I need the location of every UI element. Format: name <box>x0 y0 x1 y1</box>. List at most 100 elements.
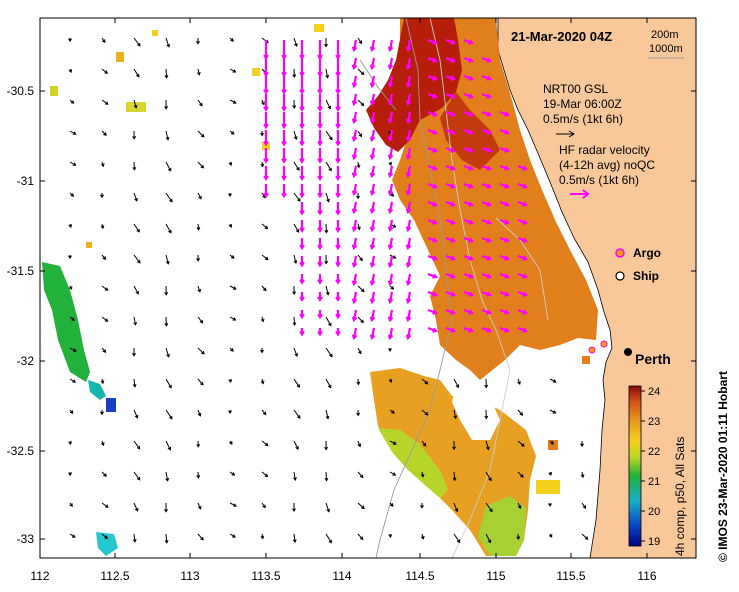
sst-patch-coastal-band <box>392 18 598 380</box>
hf-vector <box>317 274 323 285</box>
hf-vector <box>463 308 475 315</box>
hf-vector <box>335 58 341 78</box>
y-axis-labels: -30.5 -31 -31.5 -32 -32.5 -33 <box>7 84 35 546</box>
hf-vector <box>499 254 511 261</box>
hf-vector <box>351 309 358 323</box>
model-vector <box>100 378 105 385</box>
hf-vector <box>405 255 412 269</box>
hf-vector <box>445 218 457 225</box>
model-vector <box>357 316 364 324</box>
hf-vector <box>281 76 287 95</box>
hf-vector <box>445 236 457 243</box>
colorbar-tick-label: 21 <box>648 476 660 488</box>
hf-vector <box>499 308 511 315</box>
hf-vector <box>263 58 269 78</box>
hf-sub: (4-12h avg) noQC <box>559 158 655 172</box>
model-vector <box>293 471 297 482</box>
model-vector <box>356 378 361 386</box>
model-vector <box>388 378 393 383</box>
model-vector <box>69 316 76 321</box>
depth-contours <box>359 18 549 558</box>
model-vector <box>69 409 74 414</box>
hf-vector <box>427 74 439 81</box>
hf-vector <box>445 128 457 135</box>
model-vector <box>165 471 170 482</box>
hf-vector <box>427 200 439 207</box>
hf-vector <box>369 165 376 179</box>
hf-scale-arrow <box>570 189 590 199</box>
model-vector <box>292 502 296 513</box>
hf-vector <box>351 255 358 269</box>
x-tick-label: 114.5 <box>405 569 434 583</box>
model-vector <box>420 471 425 478</box>
model-vector <box>356 409 361 417</box>
depth-200m-label: 200m <box>651 29 679 41</box>
model-vector <box>324 37 328 48</box>
model-vector <box>69 161 77 166</box>
sst-layer <box>42 18 598 556</box>
hf-vector <box>481 326 493 333</box>
city-marker-perth <box>624 348 632 356</box>
model-vector <box>517 471 524 478</box>
model-current-arrows <box>68 37 589 544</box>
model-vector <box>133 99 138 109</box>
model-vector <box>101 37 106 44</box>
hf-vector <box>263 76 269 95</box>
model-vector <box>196 440 201 448</box>
model-vector <box>325 378 332 389</box>
model-vector <box>324 471 329 482</box>
hf-vector <box>369 201 376 215</box>
hf-vector <box>281 148 287 164</box>
model-vector <box>101 533 109 539</box>
hf-vector <box>299 130 305 147</box>
hf-vector <box>317 166 323 182</box>
argo-float-marker <box>588 346 596 354</box>
hf-vector <box>387 219 394 233</box>
model-vector <box>197 409 202 417</box>
hf-vector <box>281 184 287 199</box>
model-vector <box>580 440 584 448</box>
hf-vector <box>387 201 394 215</box>
hf-vector <box>351 273 358 287</box>
hf-vector <box>317 328 323 337</box>
hf-vector <box>281 94 287 112</box>
model-vector <box>69 192 75 197</box>
model-vector <box>389 440 397 445</box>
y-tick-label: -31.5 <box>7 264 35 278</box>
x-tick-label: 113.5 <box>251 569 280 583</box>
hf-vector <box>317 112 323 130</box>
sst-pixel <box>50 86 58 96</box>
hf-vector <box>369 309 376 323</box>
model-vector <box>196 254 200 262</box>
colorbar-tick-label: 22 <box>648 446 660 458</box>
hf-vector <box>445 326 457 333</box>
model-vector <box>164 533 169 544</box>
hf-vector <box>387 291 394 305</box>
ship-legend-label: Ship <box>633 269 659 283</box>
hf-vector <box>387 93 394 107</box>
colorbar-tick-label: 20 <box>648 506 660 518</box>
model-vector <box>133 440 141 450</box>
colorbar-tick-label: 24 <box>648 386 660 398</box>
model-vector <box>132 130 137 140</box>
hf-vector <box>317 94 323 112</box>
hf-vector <box>463 236 475 243</box>
model-vector <box>101 99 109 105</box>
model-vector <box>101 316 109 322</box>
hf-vector <box>263 130 269 147</box>
x-tick-label: 112 <box>30 569 49 583</box>
model-vector <box>197 316 204 324</box>
hf-vector <box>299 76 305 95</box>
model-vector <box>229 285 237 290</box>
model-vector <box>196 68 201 76</box>
model-vector <box>293 254 298 265</box>
model-vector <box>549 440 555 445</box>
model-vector <box>100 192 104 199</box>
hf-vector <box>281 58 287 78</box>
hf-vector <box>335 310 341 320</box>
hf-vector <box>351 219 358 233</box>
hf-vector <box>369 39 376 53</box>
model-vector <box>293 347 299 357</box>
hf-vector <box>317 148 323 164</box>
hf-vector <box>463 272 475 279</box>
